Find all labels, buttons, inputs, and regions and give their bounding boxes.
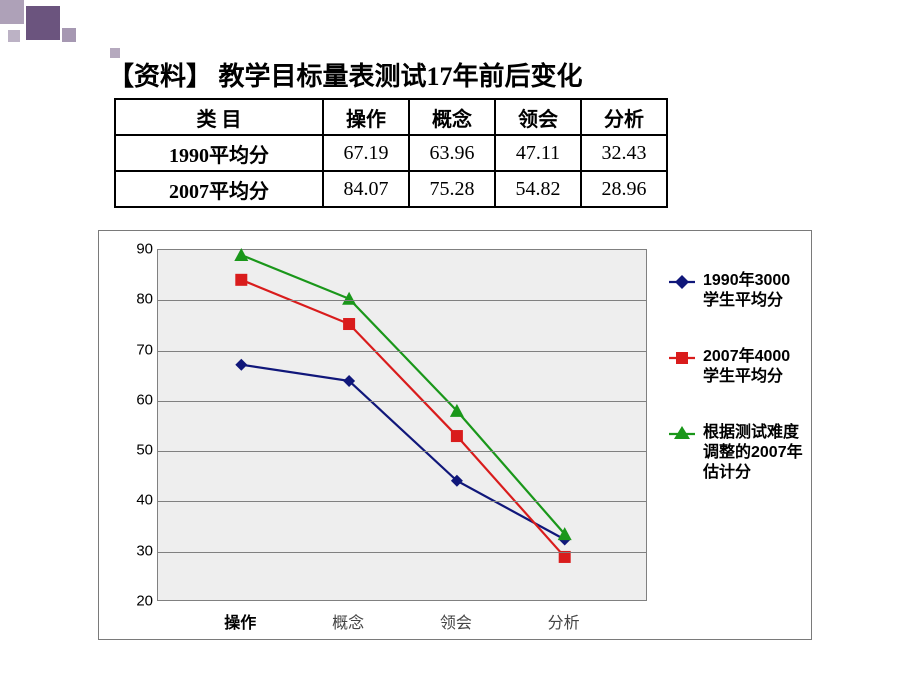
data-point bbox=[451, 430, 463, 442]
row-label: 1990平均分 bbox=[115, 135, 323, 171]
y-axis-label: 20 bbox=[125, 593, 153, 610]
y-axis-label: 60 bbox=[125, 391, 153, 408]
table-header-category: 类 目 bbox=[115, 99, 323, 135]
grid-line bbox=[158, 451, 646, 452]
legend-item: 2007年4000学生平均分 bbox=[669, 347, 805, 387]
chart-svg bbox=[158, 250, 646, 600]
cell: 63.96 bbox=[409, 135, 495, 171]
series-line bbox=[241, 255, 564, 534]
legend-marker-diamond bbox=[669, 273, 695, 291]
table-row: 1990平均分 67.19 63.96 47.11 32.43 bbox=[115, 135, 667, 171]
grid-line bbox=[158, 300, 646, 301]
legend-label: 根据测试难度调整的2007年估计分 bbox=[703, 423, 805, 483]
series-line bbox=[241, 280, 564, 557]
data-table: 类 目 操作 概念 领会 分析 1990平均分 67.19 63.96 47.1… bbox=[114, 98, 668, 208]
legend-item: 1990年3000学生平均分 bbox=[669, 271, 805, 311]
x-axis-label: 操作 bbox=[224, 609, 256, 633]
y-axis-label: 90 bbox=[125, 241, 153, 258]
grid-line bbox=[158, 552, 646, 553]
cell: 84.07 bbox=[323, 171, 409, 207]
chart-container: 1990年3000学生平均分 2007年4000学生平均分 根据测试难度调整的2… bbox=[98, 230, 812, 640]
grid-line bbox=[158, 351, 646, 352]
row-label: 2007平均分 bbox=[115, 171, 323, 207]
data-point bbox=[342, 292, 356, 305]
table-header-col: 概念 bbox=[409, 99, 495, 135]
table-header-col: 领会 bbox=[495, 99, 581, 135]
data-point bbox=[343, 318, 355, 330]
legend: 1990年3000学生平均分 2007年4000学生平均分 根据测试难度调整的2… bbox=[669, 271, 805, 519]
legend-item: 根据测试难度调整的2007年估计分 bbox=[669, 423, 805, 483]
table-row: 2007平均分 84.07 75.28 54.82 28.96 bbox=[115, 171, 667, 207]
y-axis-label: 70 bbox=[125, 341, 153, 358]
legend-label: 1990年3000学生平均分 bbox=[703, 271, 805, 311]
legend-marker-triangle bbox=[669, 425, 695, 443]
cell: 28.96 bbox=[581, 171, 667, 207]
legend-label: 2007年4000学生平均分 bbox=[703, 347, 805, 387]
table-header-col: 分析 bbox=[581, 99, 667, 135]
data-point bbox=[559, 551, 571, 563]
x-axis-label: 分析 bbox=[548, 609, 580, 633]
grid-line bbox=[158, 401, 646, 402]
grid-line bbox=[158, 501, 646, 502]
y-axis-label: 50 bbox=[125, 442, 153, 459]
cell: 67.19 bbox=[323, 135, 409, 171]
x-axis-label: 概念 bbox=[332, 609, 364, 633]
legend-marker-square bbox=[669, 349, 695, 367]
data-point bbox=[234, 248, 248, 261]
cell: 32.43 bbox=[581, 135, 667, 171]
cell: 54.82 bbox=[495, 171, 581, 207]
cell: 47.11 bbox=[495, 135, 581, 171]
data-point bbox=[235, 274, 247, 286]
page-title: 【资料】 教学目标量表测试17年前后变化 bbox=[108, 56, 583, 93]
y-axis-label: 80 bbox=[125, 291, 153, 308]
corner-decoration bbox=[0, 0, 140, 60]
table-header-col: 操作 bbox=[323, 99, 409, 135]
plot-area bbox=[157, 249, 647, 601]
y-axis-label: 30 bbox=[125, 542, 153, 559]
x-axis-label: 领会 bbox=[440, 609, 472, 633]
data-point bbox=[235, 359, 247, 371]
cell: 75.28 bbox=[409, 171, 495, 207]
y-axis-label: 40 bbox=[125, 492, 153, 509]
